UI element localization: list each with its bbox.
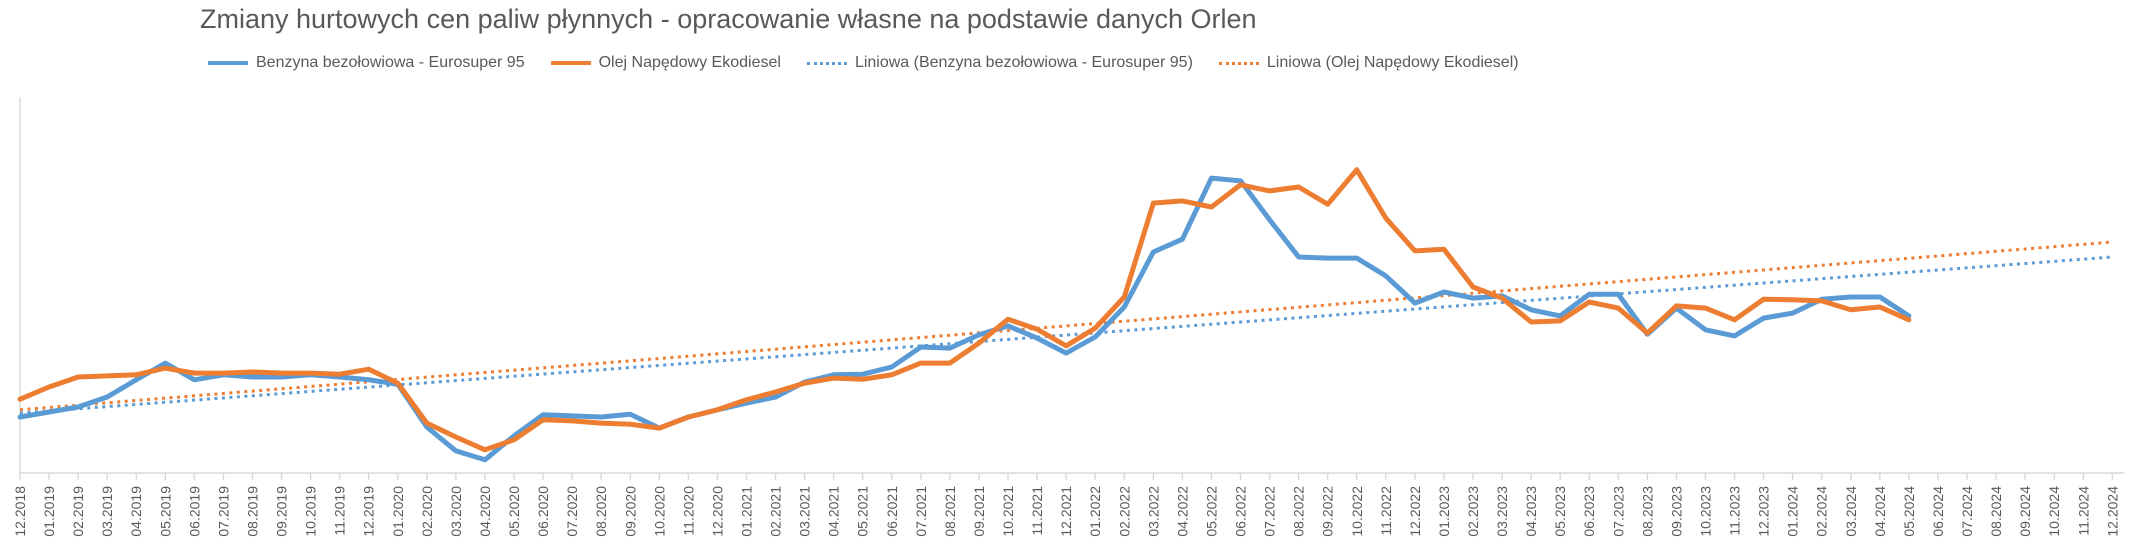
x-axis-label: 07.2022 [1262, 486, 1278, 537]
x-axis-label: 09.2019 [274, 486, 290, 537]
x-axis-label: 11.2020 [680, 486, 696, 536]
x-axis-label: 04.2022 [1174, 486, 1190, 537]
chart-title: Zmiany hurtowych cen paliw płynnych - op… [200, 4, 1257, 34]
legend-swatch-benzyna-line-icon [208, 61, 248, 65]
x-axis-label: 03.2023 [1494, 486, 1510, 537]
x-axis-label: 11.2019 [332, 486, 348, 536]
x-axis-label: 09.2022 [1320, 486, 1336, 537]
x-axis-label: 06.2022 [1233, 486, 1249, 537]
x-axis-label: 08.2022 [1291, 486, 1307, 537]
x-axis-label: 10.2019 [303, 486, 319, 537]
x-axis-label: 03.2021 [797, 486, 813, 537]
x-axis-label: 06.2020 [535, 486, 551, 537]
x-axis-label: 11.2023 [1727, 486, 1743, 536]
x-axis-label: 02.2022 [1116, 486, 1132, 537]
legend-item-benzyna: Benzyna bezołowiowa - Eurosuper 95 [208, 54, 525, 72]
legend-label-benzyna: Benzyna bezołowiowa - Eurosuper 95 [256, 54, 525, 71]
series-olej-line [17, 167, 1912, 453]
x-axis-label: 01.2022 [1087, 486, 1103, 537]
legend-label-olej: Olej Napędowy Ekodiesel [598, 54, 781, 71]
x-axis-label: 05.2019 [157, 486, 173, 537]
x-axis-label: 12.2020 [709, 486, 725, 537]
x-axis-label: 02.2023 [1465, 486, 1481, 537]
x-axis-label: 11.2024 [2075, 486, 2091, 536]
chart-legend: Benzyna bezołowiowa - Eurosuper 95 Olej … [208, 54, 1519, 72]
x-axis-label: 09.2023 [1668, 486, 1684, 537]
x-axis-label: 02.2024 [1814, 486, 1830, 537]
x-axis-label: 03.2019 [99, 486, 115, 537]
x-axis-label: 01.2019 [41, 486, 57, 537]
legend-swatch-trend-benzyna-icon [806, 61, 847, 65]
x-axis-label: 09.2024 [2017, 486, 2033, 537]
x-axis-label: 11.2022 [1378, 486, 1394, 536]
legend-swatch-olej-line-icon [550, 61, 591, 65]
x-axis-label: 01.2024 [1785, 486, 1801, 537]
x-axis-label: 12.2024 [2104, 486, 2120, 537]
x-axis-label: 06.2023 [1581, 486, 1597, 537]
x-axis-label: 02.2021 [768, 486, 784, 537]
x-axis-label: 12.2022 [1407, 486, 1423, 537]
x-axis-label: 04.2020 [477, 486, 493, 537]
x-axis-label: 03.2024 [1843, 486, 1859, 537]
x-axis-label: 06.2021 [884, 486, 900, 537]
x-axis-label: 11.2021 [1029, 486, 1045, 536]
x-axis-label: 07.2019 [215, 486, 231, 537]
x-axis-label: 08.2023 [1639, 486, 1655, 537]
x-axis-label: 10.2022 [1349, 486, 1365, 537]
x-axis-label: 01.2020 [390, 486, 406, 537]
x-axis-label: 05.2024 [1901, 486, 1917, 537]
legend-item-olej: Olej Napędowy Ekodiesel [550, 54, 781, 72]
x-axis-label: 02.2020 [419, 486, 435, 537]
x-axis-label: 06.2024 [1930, 486, 1946, 537]
x-axis-label: 12.2021 [1058, 486, 1074, 537]
x-axis-label: 08.2024 [1988, 486, 2004, 537]
x-axis-label: 04.2024 [1872, 486, 1888, 537]
x-axis-label: 10.2020 [651, 486, 667, 537]
x-axis-label: 08.2021 [942, 486, 958, 537]
x-axis-label: 07.2020 [564, 486, 580, 537]
x-axis-label: 10.2023 [1697, 486, 1713, 537]
x-axis-label: 05.2020 [506, 486, 522, 537]
trendline-benzyna [19, 255, 2113, 415]
x-axis-label: 03.2022 [1145, 486, 1161, 537]
trendline-olej [19, 240, 2113, 412]
legend-label-trend-benzyna: Liniowa (Benzyna bezołowiowa - Eurosuper… [854, 54, 1193, 71]
x-axis-label: 01.2023 [1436, 486, 1452, 537]
axis-lines [19, 97, 2125, 474]
x-axis-label: 05.2023 [1552, 486, 1568, 537]
legend-label-trend-olej: Liniowa (Olej Napędowy Ekodiesel) [1266, 54, 1519, 71]
x-axis-label: 07.2021 [913, 486, 929, 537]
x-axis-label: 07.2023 [1610, 486, 1626, 537]
series-benzyna-line [17, 175, 1912, 463]
x-axis-label: 09.2021 [971, 486, 987, 537]
x-axis-label: 12.2019 [361, 486, 377, 537]
x-axis-label: 04.2021 [826, 486, 842, 537]
x-axis-label: 12.2023 [1756, 486, 1772, 537]
x-axis-label: 05.2022 [1203, 486, 1219, 537]
x-axis-label: 04.2023 [1523, 486, 1539, 537]
x-axis-label: 04.2019 [128, 486, 144, 537]
x-axis-label: 10.2024 [2046, 486, 2062, 537]
x-axis-label: 09.2020 [622, 486, 638, 537]
legend-item-trend-olej: Liniowa (Olej Napędowy Ekodiesel) [1218, 54, 1519, 72]
x-axis-label: 08.2019 [244, 486, 260, 537]
x-axis-label: 02.2019 [70, 486, 86, 537]
x-axis-label: 10.2021 [1000, 486, 1016, 537]
x-axis-label: 06.2019 [186, 486, 202, 537]
legend-swatch-trend-olej-icon [1218, 61, 1259, 65]
x-axis-label: 01.2021 [739, 486, 755, 537]
x-axis-label: 03.2020 [448, 486, 464, 537]
x-axis-label: 05.2021 [855, 486, 871, 537]
x-axis-label: 07.2024 [1959, 486, 1975, 537]
legend-item-trend-benzyna: Liniowa (Benzyna bezołowiowa - Eurosuper… [806, 54, 1193, 72]
x-axis-label: 08.2020 [593, 486, 609, 537]
x-axis-label: 12.2018 [12, 486, 28, 537]
